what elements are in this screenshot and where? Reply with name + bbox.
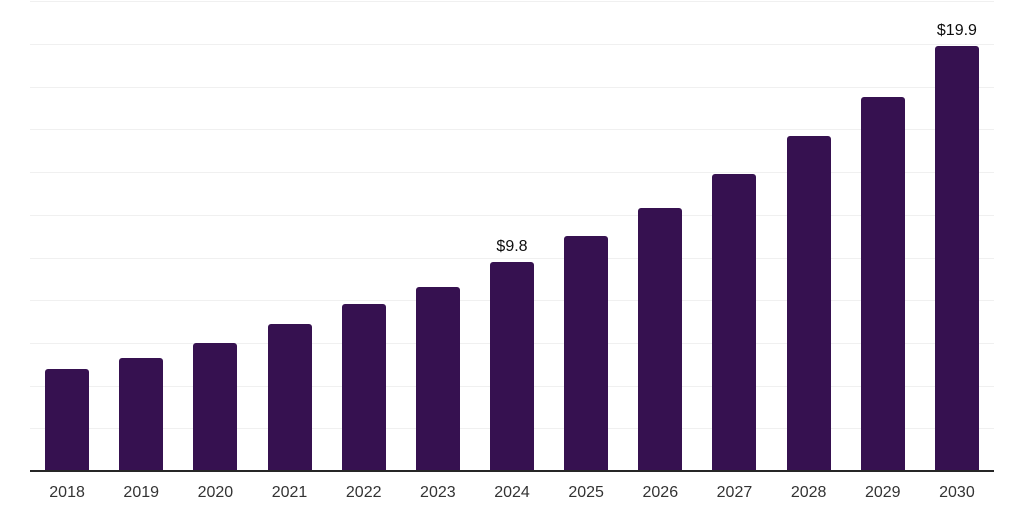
bar-value-label-2030: $19.9 xyxy=(936,22,977,40)
bar-value-label-2024: $9.8 xyxy=(496,237,528,255)
bar-2024 xyxy=(490,261,534,471)
x-axis-tick-label-2025: 2025 xyxy=(568,484,604,501)
gridline xyxy=(30,214,994,216)
bar-2019 xyxy=(119,357,164,471)
gridline xyxy=(30,257,994,259)
x-axis-tick-label-2028: 2028 xyxy=(790,484,827,501)
gridline xyxy=(30,44,994,45)
x-axis-tick-label-2023: 2023 xyxy=(420,484,456,501)
x-axis-tick-label-2024: 2024 xyxy=(494,484,530,501)
x-axis-tick-label-2018: 2018 xyxy=(49,484,85,501)
bar-2020 xyxy=(193,342,238,471)
gridline xyxy=(30,86,994,88)
bar-2030 xyxy=(934,46,979,471)
x-axis-tick-label-2029: 2029 xyxy=(864,484,901,501)
x-axis-tick-label-2021: 2021 xyxy=(271,484,308,501)
x-axis-line xyxy=(30,470,994,472)
bar-2026 xyxy=(638,208,683,471)
gridline xyxy=(30,1,994,3)
x-axis-tick-label-2030: 2030 xyxy=(939,484,975,501)
bar-2021 xyxy=(267,323,312,471)
x-axis-tick-label-2026: 2026 xyxy=(642,484,679,501)
gridline xyxy=(30,129,994,131)
bar-2025 xyxy=(564,236,609,471)
gridline xyxy=(30,172,994,174)
bar-2022 xyxy=(341,304,386,471)
x-axis-tick-label-2027: 2027 xyxy=(716,484,753,501)
bar-2023 xyxy=(415,287,460,471)
bar-2028 xyxy=(786,135,831,471)
x-axis-tick-label-2020: 2020 xyxy=(197,484,234,501)
bar-2027 xyxy=(712,174,757,471)
bar-2018 xyxy=(45,368,90,471)
x-axis-tick-label-2019: 2019 xyxy=(123,484,160,501)
x-axis-tick-label-2022: 2022 xyxy=(345,484,382,501)
bar-2029 xyxy=(860,97,905,471)
